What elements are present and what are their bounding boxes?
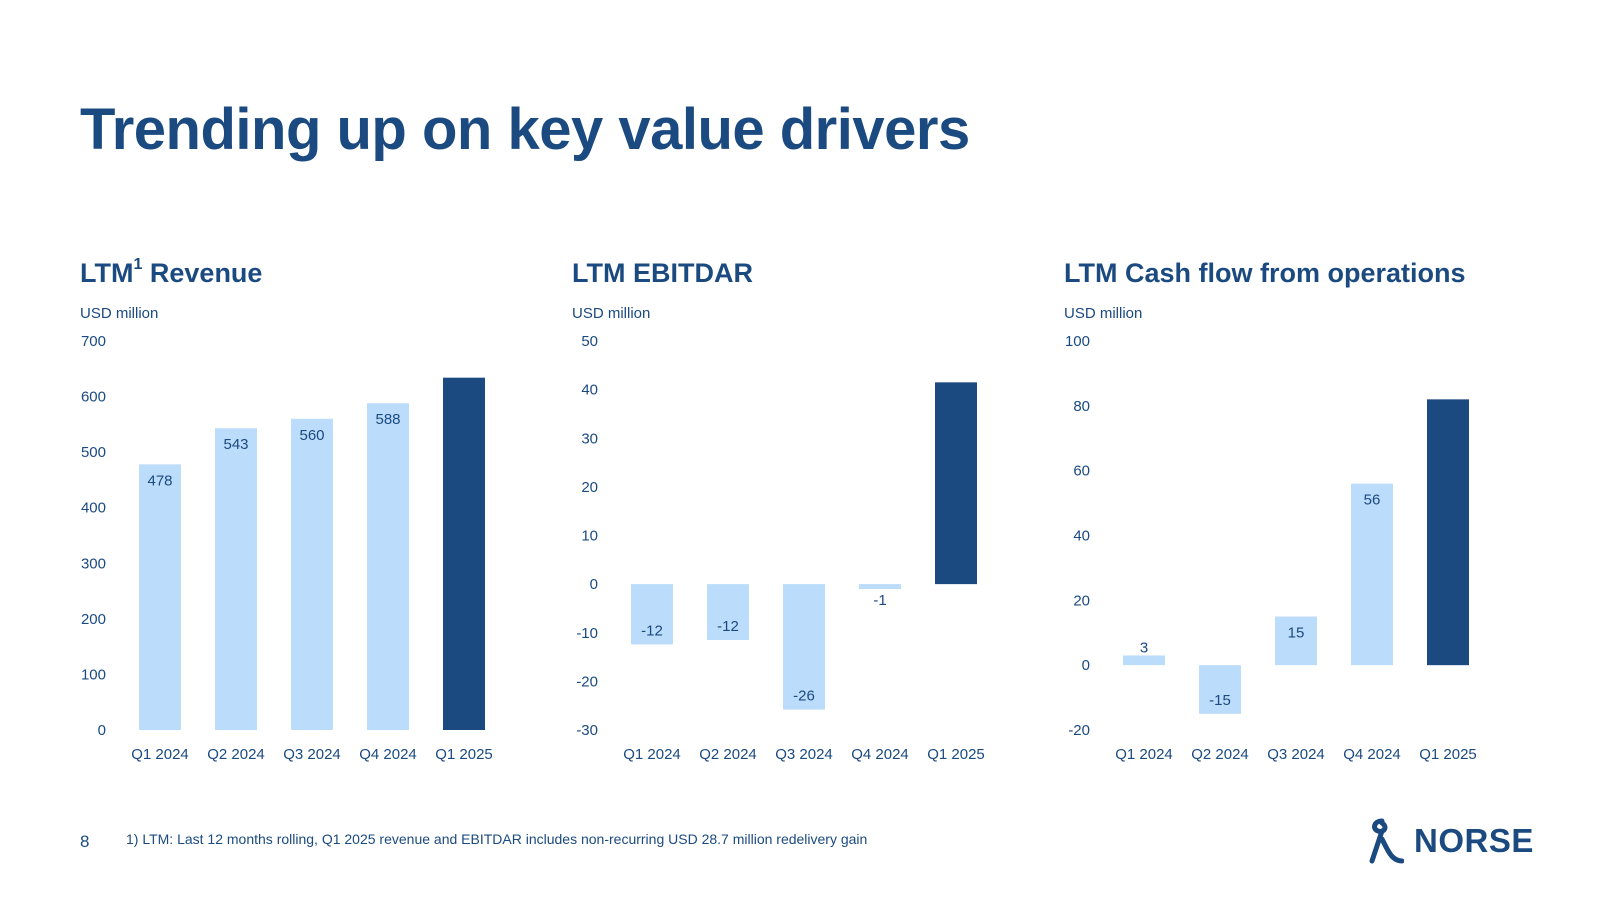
cashflow-chart: -20 0 20 40 60 80 100 3 Q1 2024 -15 Q2 2024 15 Q3 20…	[1065, 333, 1477, 763]
cashflow-unit-label: USD million	[1064, 305, 1143, 322]
bar-q4-2024	[367, 403, 409, 730]
ebitdar-chart-title: LTM EBITDAR	[572, 258, 753, 288]
cashflow-chart-title: LTM Cash flow from operations	[1064, 258, 1466, 288]
data-label: 3	[1140, 639, 1148, 656]
x-category-label: Q4 2024	[359, 746, 417, 763]
revenue-chart-title: LTM1 Revenue	[80, 256, 263, 289]
norse-logo: NORSE	[1368, 817, 1534, 865]
x-category-label: Q4 2024	[851, 746, 909, 763]
x-category-label: Q1 2024	[623, 746, 681, 763]
norse-logo-text: NORSE	[1414, 822, 1534, 859]
ebitdar-chart: -30 -20 -10 0 10 20 30 40 50 -12 Q1 2024 -12 Q2 2024…	[576, 333, 985, 763]
y-tick-label: 20	[581, 479, 598, 496]
x-category-label: Q1 2025	[435, 746, 493, 763]
bar-q1-2025	[443, 377, 485, 730]
y-tick-label: 700	[81, 333, 106, 350]
y-tick-label: 500	[81, 444, 106, 461]
data-label: 56	[1364, 492, 1381, 509]
bar-q3-2024	[1275, 616, 1317, 666]
y-tick-label: 40	[1073, 528, 1090, 545]
revenue-chart: 0 100 200 300 400 500 600 700 478 Q1 2024 543 Q2 20…	[81, 333, 493, 763]
footnote-marker: 1	[133, 256, 143, 273]
bar-q4-2024	[859, 584, 901, 589]
norse-logo-mark-icon	[1368, 817, 1404, 865]
y-tick-label: -20	[1068, 722, 1090, 739]
page-title: Trending up on key value drivers	[80, 97, 970, 162]
x-category-label: Q3 2024	[1267, 746, 1325, 763]
y-tick-label: 60	[1073, 463, 1090, 480]
y-tick-label: -30	[576, 722, 598, 739]
y-tick-label: 40	[581, 382, 598, 399]
x-category-label: Q1 2025	[1419, 746, 1477, 763]
bar-q1-2025	[935, 382, 977, 585]
data-label: 543	[223, 436, 248, 453]
y-tick-label: 20	[1073, 592, 1090, 609]
y-tick-label: -20	[576, 673, 598, 690]
bar-q4-2024	[1351, 483, 1393, 666]
y-tick-label: 80	[1073, 398, 1090, 415]
y-tick-label: 100	[1065, 333, 1090, 350]
y-tick-label: 300	[81, 555, 106, 572]
x-category-label: Q3 2024	[775, 746, 833, 763]
revenue-chart-title-main: LTM	[80, 258, 134, 288]
y-tick-label: 600	[81, 389, 106, 406]
bar-q1-2024	[1123, 655, 1165, 666]
ebitdar-unit-label: USD million	[572, 305, 651, 322]
x-category-label: Q2 2024	[699, 746, 757, 763]
bar-q2-2024	[215, 428, 257, 730]
x-category-label: Q4 2024	[1343, 746, 1401, 763]
data-label: -15	[1209, 692, 1231, 709]
bar-q1-2024	[139, 464, 181, 730]
page-number: 8	[80, 832, 90, 851]
y-tick-label: 50	[581, 333, 598, 350]
bar-q2-2024	[1199, 665, 1241, 714]
y-tick-label: 30	[581, 430, 598, 447]
y-tick-label: 0	[1082, 657, 1090, 674]
bar-q1-2024	[631, 584, 673, 645]
x-category-label: Q1 2024	[1115, 746, 1173, 763]
data-label: -12	[717, 618, 739, 635]
y-tick-label: 0	[98, 722, 106, 739]
data-label: 560	[299, 427, 324, 444]
x-category-label: Q1 2025	[927, 746, 985, 763]
revenue-chart-title-rest: Revenue	[142, 258, 263, 288]
y-tick-label: 400	[81, 500, 106, 517]
y-tick-label: 200	[81, 611, 106, 628]
data-label: -26	[793, 688, 815, 705]
data-label: -1	[873, 592, 886, 609]
data-label: 478	[147, 472, 172, 489]
bar-q2-2024	[707, 584, 749, 641]
bar-q3-2024	[291, 418, 333, 730]
data-label: 15	[1288, 625, 1305, 642]
y-tick-label: 100	[81, 666, 106, 683]
data-label: 588	[375, 411, 400, 428]
x-category-label: Q1 2024	[131, 746, 189, 763]
y-tick-label: 0	[590, 576, 598, 593]
x-category-label: Q3 2024	[283, 746, 341, 763]
x-category-label: Q2 2024	[207, 746, 265, 763]
bar-q3-2024	[783, 584, 825, 710]
bar-q1-2025	[1427, 399, 1469, 666]
y-tick-label: 10	[581, 528, 598, 545]
footnote: 1) LTM: Last 12 months rolling, Q1 2025 …	[126, 831, 868, 847]
y-tick-label: -10	[576, 625, 598, 642]
revenue-unit-label: USD million	[80, 305, 159, 322]
data-label: -12	[641, 622, 663, 639]
x-category-label: Q2 2024	[1191, 746, 1249, 763]
